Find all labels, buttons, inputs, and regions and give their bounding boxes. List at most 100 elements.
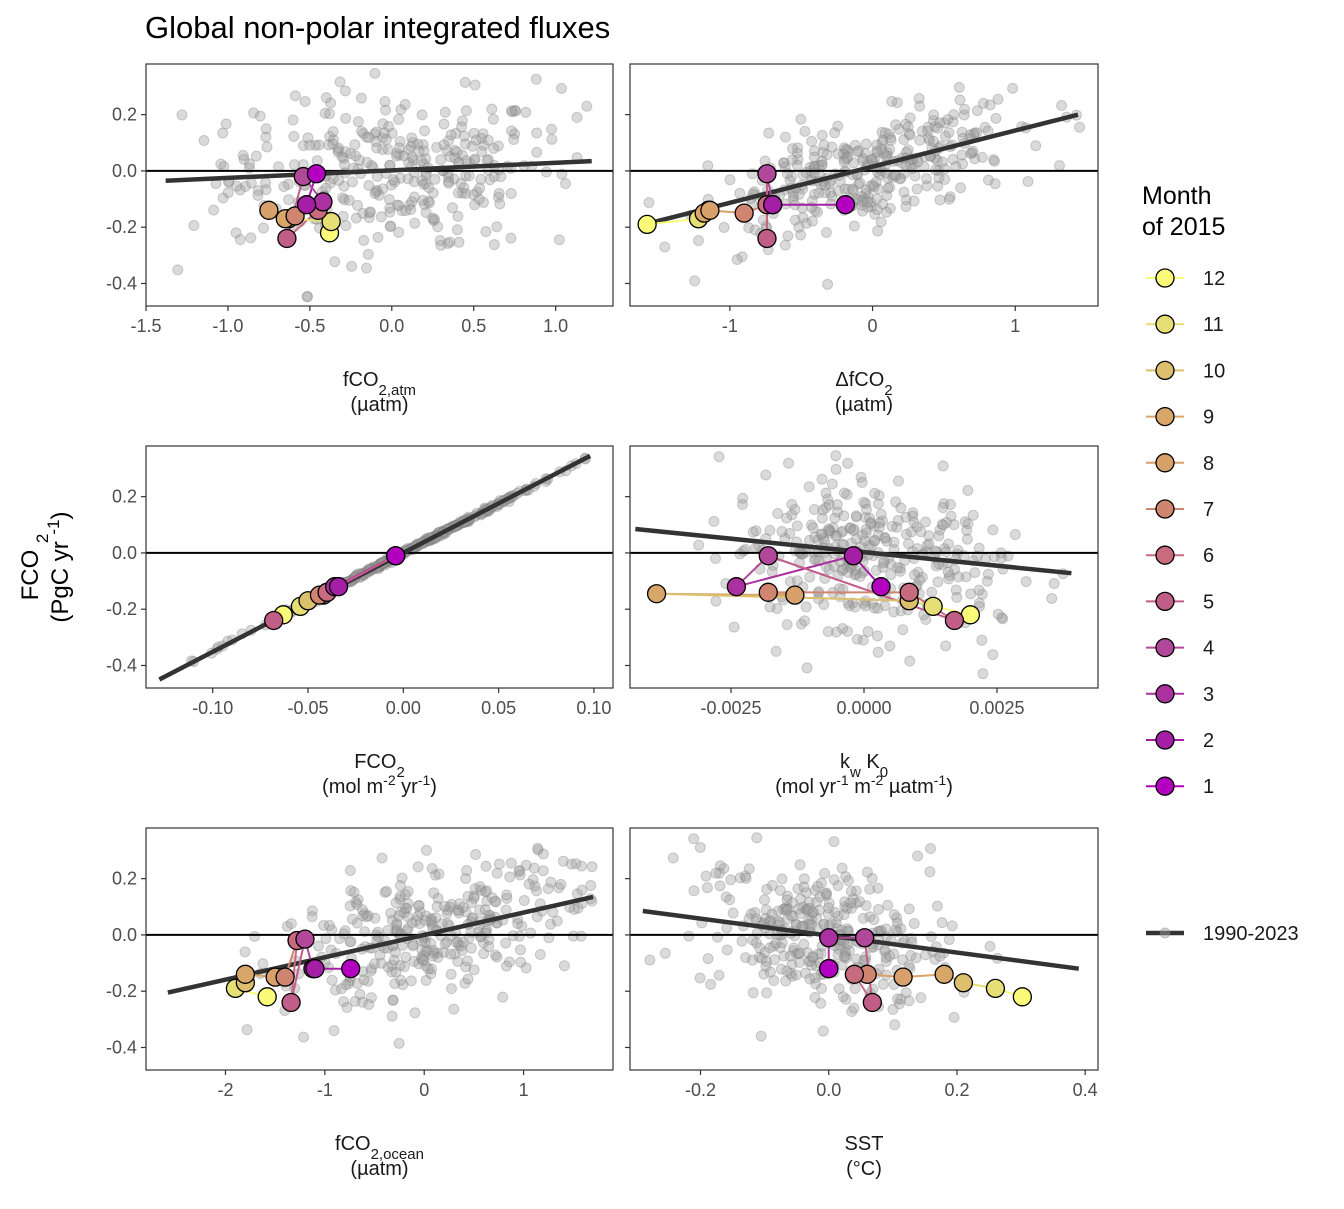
historical-point	[409, 1007, 421, 1019]
historical-point	[369, 67, 381, 79]
historical-point	[492, 191, 504, 203]
historical-point	[820, 502, 832, 514]
historical-point	[1009, 528, 1021, 540]
historical-point	[827, 522, 839, 534]
historical-point	[416, 175, 428, 187]
historical-point	[532, 842, 544, 854]
historical-point	[282, 178, 294, 190]
historical-point	[770, 645, 782, 657]
x-axis-unit-part: m	[849, 776, 871, 798]
historical-point	[885, 558, 897, 570]
historical-point	[514, 869, 526, 881]
historical-point	[866, 201, 878, 213]
historical-point	[484, 174, 496, 186]
historical-point	[884, 144, 896, 156]
historical-point	[460, 105, 472, 117]
historical-point	[493, 187, 505, 199]
historical-point	[949, 564, 961, 576]
historical-point	[951, 591, 963, 603]
historical-point	[443, 177, 455, 189]
historical-point	[791, 575, 803, 587]
historical-point	[860, 595, 872, 607]
historical-point	[363, 179, 375, 191]
historical-point	[431, 141, 443, 153]
month-point-1	[306, 164, 327, 184]
historical-point	[850, 511, 862, 523]
month-point-7	[734, 203, 754, 223]
historical-point	[513, 866, 525, 878]
historical-point	[903, 128, 915, 140]
panel-fco2-ocean: -0.4 -0.2 0.0 0.2 -2 -1 0 1 fCO2,ocean(µatm)	[106, 827, 614, 1180]
historical-point	[357, 910, 369, 922]
historical-point	[489, 895, 501, 907]
historical-point	[537, 865, 549, 877]
historical-points	[239, 842, 598, 1049]
historical-point	[363, 998, 375, 1010]
historical-point	[942, 566, 954, 578]
x-axis-unit: (µatm)	[835, 394, 893, 416]
historical-point	[313, 139, 325, 151]
historical-point	[816, 129, 828, 141]
y-tick-label: -0.4	[106, 655, 137, 675]
historical-point	[417, 954, 429, 966]
historical-point	[850, 897, 862, 909]
historical-point	[858, 194, 870, 206]
historical-point	[352, 116, 364, 128]
historical-point	[332, 144, 344, 156]
historical-point	[825, 187, 837, 199]
historical-point	[390, 897, 402, 909]
historical-point	[382, 144, 394, 156]
historical-point	[407, 940, 419, 952]
legend-item-month-6: 6	[1146, 545, 1214, 567]
historical-point	[861, 866, 873, 878]
historical-point	[931, 900, 943, 912]
historical-point	[943, 934, 955, 946]
historical-point	[714, 880, 726, 892]
historical-point	[474, 881, 486, 893]
x-axis-label-sub: w	[849, 764, 861, 781]
historical-point	[868, 914, 880, 926]
historical-point	[565, 858, 577, 870]
panel-sst: -0.2 0.0 0.2 0.4 SST (°C)	[625, 827, 1099, 1180]
historical-point	[423, 182, 435, 194]
historical-point	[800, 217, 812, 229]
legend-item-month-10: 10	[1146, 360, 1225, 382]
historical-point	[688, 833, 700, 845]
historical-point	[847, 597, 859, 609]
historical-point	[488, 142, 500, 154]
historical-point	[789, 503, 801, 515]
historical-point	[812, 880, 824, 892]
historical-point	[893, 998, 905, 1010]
historical-point	[842, 151, 854, 163]
historical-point	[845, 903, 857, 915]
historical-point	[477, 128, 489, 140]
historical-point	[433, 868, 445, 880]
historical-point	[254, 110, 266, 122]
historical-point	[456, 115, 468, 127]
historical-point	[397, 979, 409, 991]
y-axis-label-sub: 2	[33, 534, 52, 543]
historical-point	[806, 914, 818, 926]
historical-point	[882, 172, 894, 184]
legend-swatch	[1155, 545, 1175, 565]
historical-point	[837, 623, 849, 635]
historical-point	[428, 887, 440, 899]
historical-point	[409, 217, 421, 229]
historical-point	[923, 530, 935, 542]
historical-point	[900, 987, 912, 999]
historical-point	[449, 948, 461, 960]
historical-point	[803, 918, 815, 930]
historical-point	[257, 222, 269, 234]
historical-point	[836, 564, 848, 576]
historical-point	[820, 890, 832, 902]
historical-point	[838, 909, 850, 921]
month-point-12	[637, 214, 657, 235]
y-axis-label-sup: -1	[44, 519, 63, 534]
legend-trend-point	[1159, 927, 1171, 939]
historical-point	[895, 172, 907, 184]
historical-point	[831, 530, 843, 542]
historical-point	[956, 126, 968, 138]
historical-point	[938, 498, 950, 510]
historical-point	[352, 894, 364, 906]
historical-point	[459, 977, 471, 989]
